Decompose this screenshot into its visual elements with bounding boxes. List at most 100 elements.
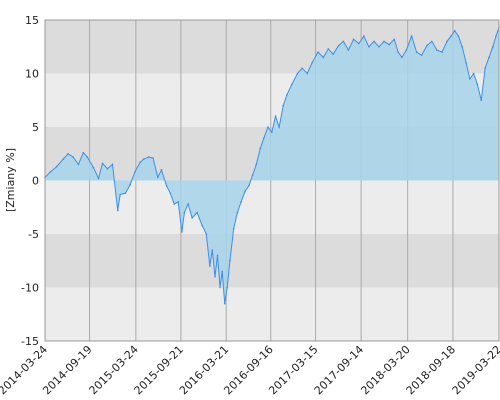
data-point <box>426 44 428 47</box>
data-point <box>397 51 400 53</box>
data-point <box>327 48 330 50</box>
y-tick-label: 15 <box>25 14 39 27</box>
data-point <box>157 176 159 179</box>
data-point <box>472 72 475 75</box>
y-tick-label: -5 <box>28 228 39 241</box>
series-line <box>44 27 500 304</box>
data-point <box>311 62 313 64</box>
data-point <box>383 40 385 43</box>
data-point <box>177 201 179 203</box>
y-tick-label: 5 <box>32 121 39 134</box>
data-point <box>317 51 319 53</box>
data-point <box>274 115 277 118</box>
data-point <box>251 174 254 176</box>
data-point <box>97 177 100 180</box>
data-point <box>446 40 448 43</box>
data-point <box>358 42 360 45</box>
data-point <box>410 35 413 37</box>
data-point <box>306 72 309 75</box>
y-tick-label: 0 <box>32 175 39 188</box>
data-point <box>236 211 239 214</box>
data-point <box>111 163 114 166</box>
data-point <box>209 265 211 267</box>
data-point <box>267 126 269 128</box>
data-point <box>214 276 216 278</box>
background-band <box>45 234 499 288</box>
data-point <box>205 233 208 235</box>
data-point <box>223 302 226 305</box>
data-point <box>259 147 262 150</box>
series-group <box>44 26 500 305</box>
data-point <box>244 190 246 192</box>
data-point <box>441 51 443 53</box>
y-tick-label: -10 <box>21 282 39 295</box>
data-point <box>116 209 119 212</box>
data-point <box>221 270 223 273</box>
plot-frame <box>44 19 500 342</box>
background-band <box>45 180 499 234</box>
data-point <box>301 67 303 69</box>
data-point <box>457 35 460 37</box>
data-point <box>488 56 490 59</box>
data-point <box>401 56 403 59</box>
data-point <box>196 211 198 214</box>
data-point <box>183 211 186 214</box>
data-point <box>72 156 74 158</box>
data-point <box>101 162 104 165</box>
data-point <box>465 62 467 64</box>
data-point <box>415 51 418 53</box>
data-point <box>152 157 154 159</box>
y-tick-label: -15 <box>21 335 39 348</box>
data-point <box>191 217 193 219</box>
data-point <box>368 46 370 48</box>
data-point <box>378 46 380 48</box>
data-point <box>291 83 293 85</box>
data-point <box>388 43 391 46</box>
x-tick-labels: 2014-03-242014-09-192015-03-242015-09-21… <box>0 343 500 397</box>
data-point <box>461 46 464 48</box>
data-point <box>219 286 221 289</box>
data-point <box>248 185 250 187</box>
data-point <box>373 40 375 43</box>
series-area <box>45 27 499 304</box>
data-point <box>92 166 95 169</box>
data-point <box>139 161 141 164</box>
data-point <box>453 29 456 32</box>
data-point <box>160 169 163 171</box>
data-point <box>119 193 121 196</box>
data-point <box>347 49 350 51</box>
data-point <box>129 184 131 186</box>
data-point <box>232 227 235 230</box>
data-point <box>431 40 433 43</box>
data-point <box>278 126 281 128</box>
y-tick-labels: -15 -10 -5 0 5 10 15 <box>21 14 39 348</box>
data-point <box>352 38 355 41</box>
data-point <box>450 35 452 37</box>
y-axis-title: [Zmiany %] <box>4 148 17 212</box>
x-tick-label: 2019-03-22 <box>450 343 500 397</box>
data-point <box>263 136 265 139</box>
data-point <box>271 131 273 134</box>
data-point <box>296 72 299 75</box>
data-point <box>226 286 228 289</box>
data-point <box>62 158 64 160</box>
data-point <box>405 49 408 51</box>
data-point <box>476 83 479 85</box>
data-point <box>393 38 396 41</box>
data-point <box>148 156 150 158</box>
data-point <box>255 163 258 166</box>
data-point <box>337 44 340 47</box>
data-point <box>106 167 109 170</box>
data-point <box>211 249 214 251</box>
data-point <box>480 99 483 102</box>
y-tick-label: 10 <box>25 68 39 81</box>
data-point <box>134 171 136 173</box>
data-point <box>86 156 89 158</box>
data-point <box>124 192 127 195</box>
data-point <box>181 231 183 233</box>
data-point <box>363 35 365 37</box>
data-point <box>187 203 189 205</box>
data-point <box>173 203 175 205</box>
data-point <box>286 94 288 96</box>
